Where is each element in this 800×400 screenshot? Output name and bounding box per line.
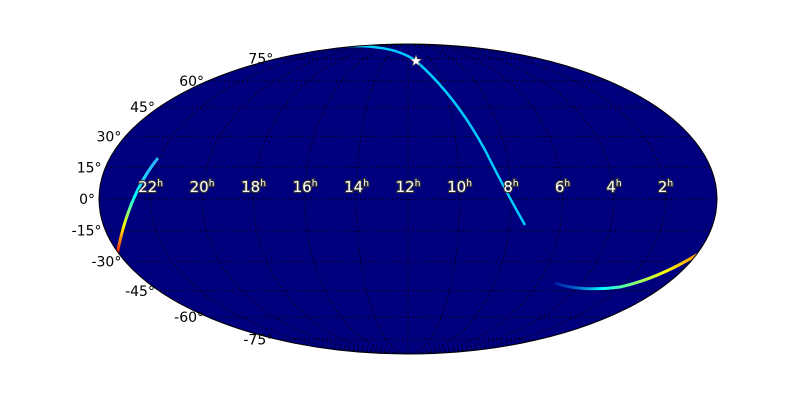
ra-grid-line [149,44,409,354]
arc-upper [329,44,527,226]
dec-tick-label: 45° [130,100,155,116]
dec-tick-label: -30° [91,255,121,271]
arc-lower [554,243,713,291]
ra-tick-label: 8h [503,178,518,196]
ra-grid-line [407,44,461,354]
ra-grid-line [407,44,667,354]
ra-grid-line [407,44,615,354]
ra-grid-line [201,44,409,354]
ra-tick-label: 22h [138,178,163,196]
dec-tick-label: 30° [97,129,122,145]
ra-tick-label: 2h [658,178,673,196]
ra-tick-label: 20h [190,178,215,196]
dec-tick-label: 75° [248,52,273,68]
ra-grid-line [355,44,409,354]
dec-tick-label: -45° [125,284,155,300]
probability-arc [115,44,713,291]
dec-tick-label: 15° [77,160,102,176]
dec-tick-label: 0° [79,192,95,208]
sky-background [99,44,717,354]
dec-tick-label: -15° [72,224,102,240]
dec-tick-label: -75° [243,332,273,348]
ra-tick-label: 12h [396,178,421,196]
star-marker-icon [409,54,423,67]
ra-tick-label: 4h [606,178,621,196]
ra-tick-label: 18h [241,178,266,196]
dec-tick-label: 60° [179,74,204,90]
grid-lines [99,44,717,354]
ra-grid-line [407,44,564,354]
ra-tick-label: 10h [447,178,472,196]
ra-tick-label: 16h [293,178,318,196]
ra-tick-label: 6h [555,178,570,196]
dec-tick-label: -60° [174,310,204,326]
ra-tick-label: 14h [344,178,369,196]
arc-left [115,157,160,256]
ra-grid-line [252,44,409,354]
sky-border [98,43,718,355]
